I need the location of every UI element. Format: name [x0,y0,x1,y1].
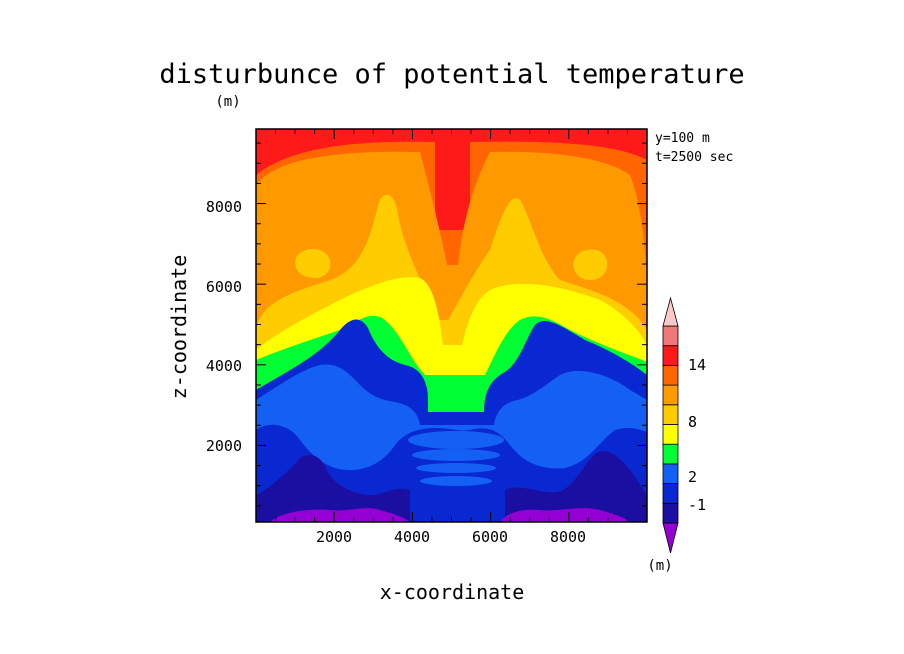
y-tick-label: 4000 [206,357,242,375]
plot-frame [255,128,648,523]
x-tick-label: 4000 [394,528,430,546]
title-unit: (m) [215,94,240,110]
annotation-y: y=100 m [655,131,710,146]
colorbar-label: 2 [688,468,697,486]
colorbar-swatch [662,404,679,425]
colorbar-swatch [662,443,679,465]
x-tick-label: 2000 [316,528,352,546]
colorbar-label: -1 [688,496,706,514]
colorbar-arrow-low [662,522,679,554]
colorbar-swatch [662,345,679,366]
colorbar-swatch [662,325,679,347]
colorbar-unit: (m) [647,558,672,574]
x-tick-label: 8000 [550,528,586,546]
colorbar-label: 14 [688,356,706,374]
y-axis-label: z-coordinate [167,255,191,400]
colorbar-swatch [662,424,679,445]
colorbar-swatch [662,364,679,386]
colorbar-swatch [662,384,679,406]
chart-title: disturbunce of potential temperature [159,59,744,90]
x-axis-label: x-coordinate [380,580,525,604]
x-tick-label: 6000 [472,528,508,546]
colorbar-swatch [662,483,679,504]
y-tick-label: 8000 [206,198,242,216]
y-tick-label: 2000 [206,437,242,455]
annotation-t: t=2500 sec [655,150,733,165]
colorbar [662,296,679,554]
colorbar-swatch [662,502,679,524]
colorbar-swatch [662,463,679,484]
colorbar-label: 8 [688,413,697,431]
contour-field [256,129,647,522]
y-tick-label: 6000 [206,278,242,296]
colorbar-arrow-high [662,296,679,327]
